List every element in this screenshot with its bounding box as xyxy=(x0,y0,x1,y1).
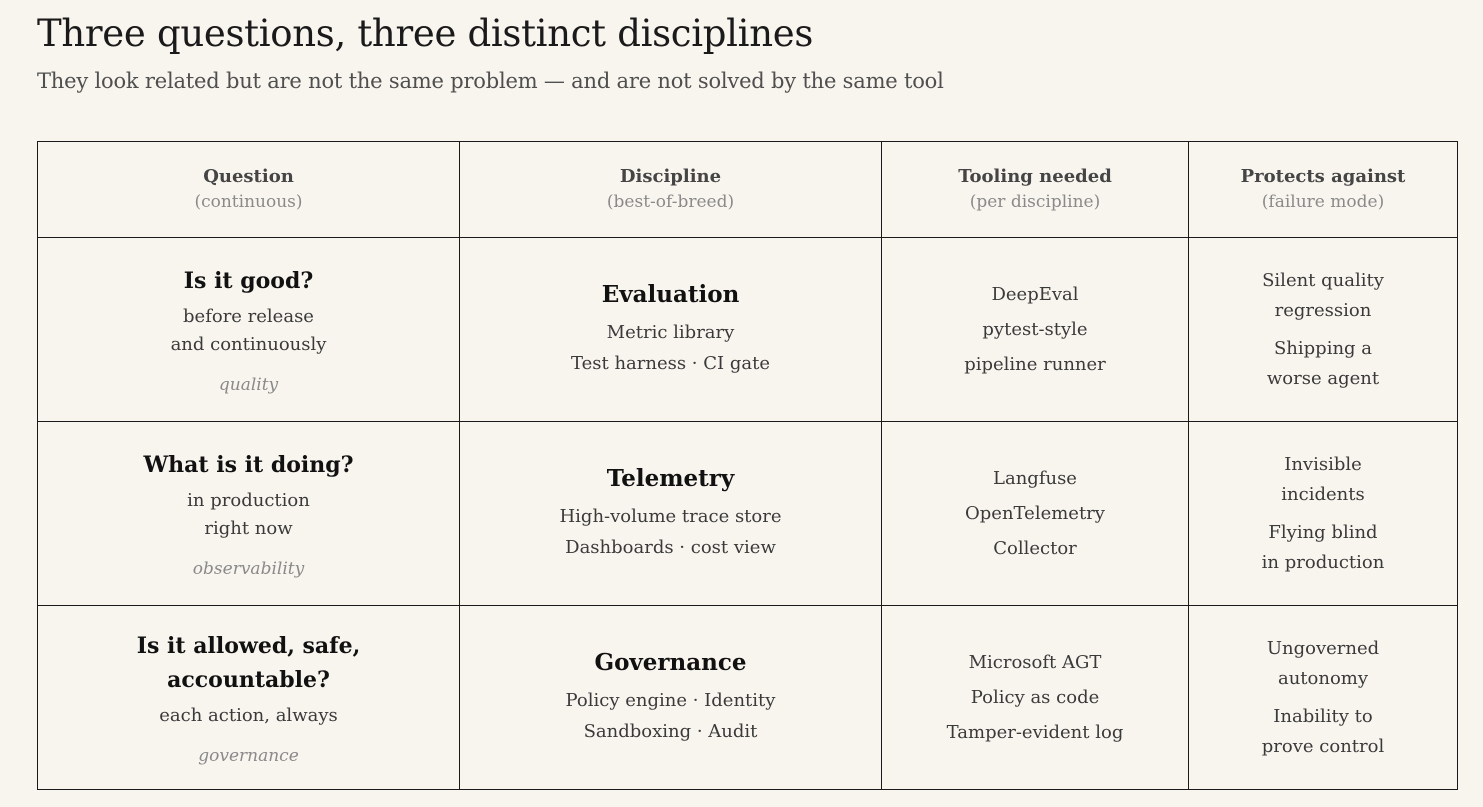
tooling-item: Policy as code xyxy=(970,687,1100,708)
header-subtitle: (per discipline) xyxy=(969,191,1101,212)
header-title: Discipline xyxy=(619,165,722,187)
tooling-item: Collector xyxy=(993,538,1077,559)
header-cell-protects: Protects against (failure mode) xyxy=(1188,141,1458,238)
header-subtitle: (best-of-breed) xyxy=(606,191,735,212)
question-cell: What is it doing? in production right no… xyxy=(37,421,460,606)
discipline-cell: Evaluation Metric library Test harness ·… xyxy=(459,237,882,422)
header-cell-discipline: Discipline (best-of-breed) xyxy=(459,141,882,238)
discipline-components: High-volume trace store Dashboards · cos… xyxy=(559,506,782,558)
tooling-item: Microsoft AGT xyxy=(968,652,1102,673)
question-title: What is it doing? xyxy=(143,452,354,478)
page-title: Three questions, three distinct discipli… xyxy=(37,12,814,55)
tooling-list: Microsoft AGT Policy as code Tamper-evid… xyxy=(882,645,1188,750)
header-subtitle: (failure mode) xyxy=(1261,191,1385,212)
failure-mode: Ungoverned autonomy xyxy=(1266,637,1380,689)
tooling-item: pytest-style xyxy=(982,319,1088,340)
discipline-cell: Governance Policy engine · Identity Sand… xyxy=(459,605,882,790)
discipline-components: Metric library Test harness · CI gate xyxy=(570,322,770,374)
header-title: Protects against xyxy=(1240,165,1406,187)
question-tag: governance xyxy=(198,746,299,766)
failure-mode: Shipping a worse agent xyxy=(1266,337,1380,389)
question-detail: each action, always xyxy=(159,705,338,726)
question-title: Is it good? xyxy=(183,268,314,294)
tooling-cell: Langfuse OpenTelemetry Collector xyxy=(881,421,1189,606)
question-tag: observability xyxy=(192,559,305,579)
header-row: Question (continuous) Discipline (best-o… xyxy=(37,141,1458,238)
discipline-title: Evaluation xyxy=(601,281,740,308)
question-title: Is it allowed, safe, accountable? xyxy=(136,633,361,693)
question-detail: before release and continuously xyxy=(170,306,327,355)
table-row-observability: What is it doing? in production right no… xyxy=(37,421,1458,606)
question-tag: quality xyxy=(218,375,279,395)
tooling-list: Langfuse OpenTelemetry Collector xyxy=(882,461,1188,566)
discipline-cell: Telemetry High-volume trace store Dashbo… xyxy=(459,421,882,606)
discipline-title: Governance xyxy=(594,649,747,676)
protects-cell: Invisible incidents Flying blind in prod… xyxy=(1188,421,1458,606)
tooling-item: Tamper-evident log xyxy=(946,722,1124,743)
failure-mode: Flying blind in production xyxy=(1261,521,1385,573)
header-subtitle: (continuous) xyxy=(194,191,303,212)
question-cell: Is it good? before release and continuou… xyxy=(37,237,460,422)
question-detail: in production right now xyxy=(187,490,310,539)
tooling-item: Langfuse xyxy=(993,468,1077,489)
failure-mode: Inability to prove control xyxy=(1261,705,1385,757)
header-title: Tooling needed xyxy=(958,165,1112,187)
table-row-quality: Is it good? before release and continuou… xyxy=(37,237,1458,422)
disciplines-table: Question (continuous) Discipline (best-o… xyxy=(37,141,1458,790)
tooling-item: pipeline runner xyxy=(964,354,1106,375)
protects-cell: Silent quality regression Shipping a wor… xyxy=(1188,237,1458,422)
failure-mode: Invisible incidents xyxy=(1281,453,1365,505)
question-cell: Is it allowed, safe, accountable? each a… xyxy=(37,605,460,790)
header-title: Question xyxy=(203,165,294,187)
tooling-item: OpenTelemetry xyxy=(965,503,1105,524)
discipline-title: Telemetry xyxy=(606,465,735,492)
header-cell-question: Question (continuous) xyxy=(37,141,460,238)
tooling-cell: DeepEval pytest-style pipeline runner xyxy=(881,237,1189,422)
tooling-list: DeepEval pytest-style pipeline runner xyxy=(882,277,1188,382)
tooling-item: DeepEval xyxy=(991,284,1079,305)
page-subtitle: They look related but are not the same p… xyxy=(37,69,944,93)
protects-cell: Ungoverned autonomy Inability to prove c… xyxy=(1188,605,1458,790)
discipline-components: Policy engine · Identity Sandboxing · Au… xyxy=(565,690,776,742)
failure-mode: Silent quality regression xyxy=(1262,269,1384,321)
table-row-governance: Is it allowed, safe, accountable? each a… xyxy=(37,605,1458,790)
header-cell-tooling: Tooling needed (per discipline) xyxy=(881,141,1189,238)
tooling-cell: Microsoft AGT Policy as code Tamper-evid… xyxy=(881,605,1189,790)
